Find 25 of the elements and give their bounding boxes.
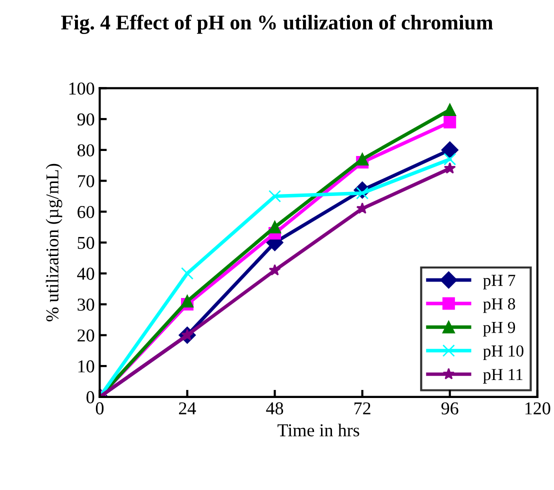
x-tick-label: 48 [266,402,284,414]
x-tick-label: 0 [96,402,104,414]
legend-label: pH 8 [483,298,516,313]
legend-label: pH 7 [483,274,516,290]
legend-label: pH 10 [483,345,524,360]
x-tick-label: 120 [525,402,550,414]
y-tick-label: 30 [78,298,94,311]
y-tick-label: 0 [86,391,94,404]
x-tick-label: 24 [179,402,196,414]
y-tick-label: 60 [78,206,94,218]
x-tick-label: 96 [441,402,458,414]
x-tick-label: 72 [354,402,370,414]
y-axis-title: % utilization (µg/mL) [46,164,62,322]
y-tick-label: 70 [78,175,94,188]
y-tick-label: 40 [77,268,94,280]
y-tick-label: 80 [77,144,94,156]
x-axis-title: Time in hrs [278,424,360,436]
y-tick-label: 90 [77,113,94,126]
y-tick-label: 100 [69,82,94,95]
y-tick-label: 50 [78,236,94,249]
y-tick-label: 10 [78,360,94,372]
chart-title: Fig. 4 Effect of pH on % utilization of chromium [61,14,493,34]
legend-label: pH 9 [483,322,516,336]
y-tick-label: 20 [78,329,94,342]
legend-label: pH 11 [483,369,522,384]
